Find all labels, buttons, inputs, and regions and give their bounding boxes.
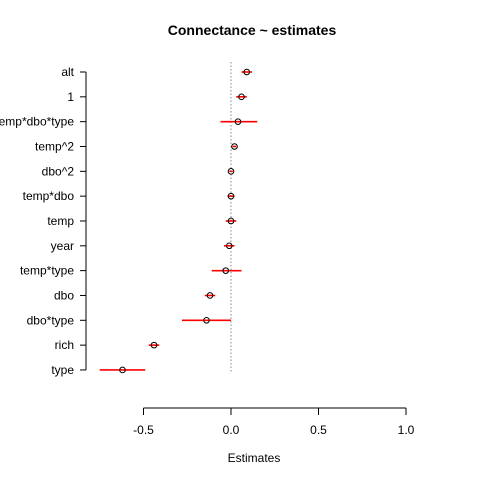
y-tick-label: temp*dbo (23, 189, 75, 203)
y-tick-label: temp (47, 214, 74, 228)
estimate-points (119, 68, 251, 374)
x-axis: -0.5 0.0 0.5 1.0 (133, 407, 415, 437)
y-tick-label: dbo^2 (42, 164, 75, 178)
x-tick-label: 0.0 (223, 423, 240, 437)
x-axis-title: Estimates (228, 451, 281, 465)
y-axis: alt 1 temp*dbo*type temp^2 dbo^2 temp*dbo temp… (0, 65, 87, 377)
y-tick-label: type (51, 363, 74, 377)
point-6 (227, 217, 235, 225)
point-2 (234, 118, 242, 125)
point-10 (203, 317, 210, 324)
x-tick-label: -0.5 (133, 423, 154, 437)
point-7 (225, 242, 233, 250)
point-9 (206, 292, 214, 299)
y-tick-label: temp^2 (35, 139, 74, 153)
x-tick-label: 1.0 (398, 423, 415, 437)
y-tick-label: rich (55, 338, 74, 352)
y-tick-label: 1 (67, 90, 74, 104)
point-8 (222, 267, 230, 274)
y-tick-label: temp*type (20, 264, 74, 278)
y-tick-label: year (51, 239, 74, 253)
chart-title: Connectance ~ estimates (168, 22, 337, 38)
point-3 (231, 143, 238, 150)
y-tick-label: alt (61, 65, 74, 79)
y-tick-label: dbo*type (27, 313, 75, 327)
point-1 (238, 93, 245, 101)
point-5 (227, 192, 235, 200)
point-4 (227, 168, 235, 175)
point-12 (119, 366, 126, 374)
x-tick-label: 0.5 (310, 423, 327, 437)
y-tick-label: dbo (54, 288, 74, 302)
y-tick-label: temp*dbo*type (0, 115, 74, 129)
point-0 (243, 68, 251, 76)
point-11 (150, 341, 158, 349)
